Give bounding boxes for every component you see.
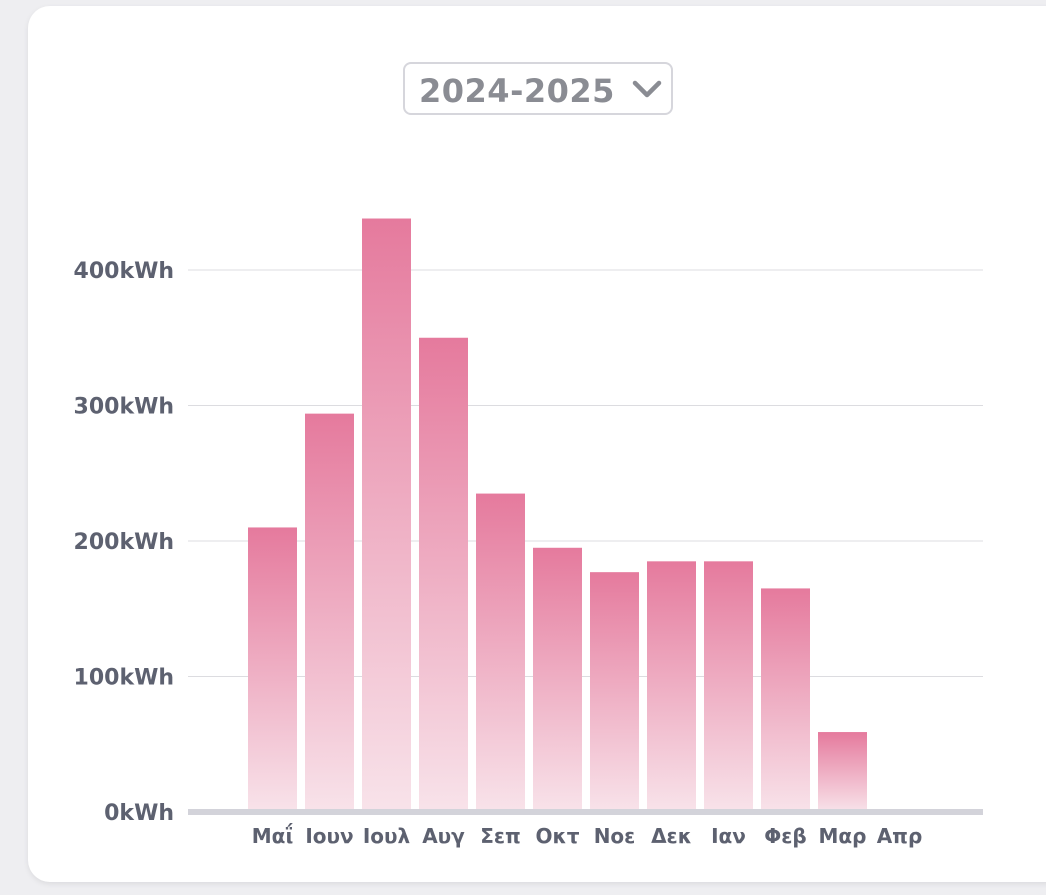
y-tick-label: 0kWh bbox=[104, 801, 174, 826]
bar-7[interactable] bbox=[590, 572, 639, 812]
year-dropdown-value: 2024-2025 bbox=[419, 72, 615, 110]
x-tick-label: Φεβ bbox=[764, 824, 806, 848]
bar-9[interactable] bbox=[704, 561, 753, 812]
x-tick-label: Μαΐ bbox=[252, 823, 294, 848]
x-tick-label: Σεπ bbox=[480, 824, 521, 848]
bar-11[interactable] bbox=[818, 732, 867, 812]
bar-1[interactable] bbox=[248, 527, 297, 812]
y-tick-label: 400kWh bbox=[74, 259, 174, 284]
x-tick-label: Ιουν bbox=[305, 824, 353, 848]
bar-5[interactable] bbox=[476, 493, 525, 812]
bar-10[interactable] bbox=[761, 588, 810, 812]
x-tick-label: Δεκ bbox=[651, 824, 692, 848]
x-tick-label: Αυγ bbox=[422, 824, 465, 848]
bar-4[interactable] bbox=[419, 337, 468, 812]
x-tick-label: Μαρ bbox=[819, 824, 867, 848]
y-tick-label: 100kWh bbox=[74, 666, 174, 691]
x-tick-label: Οκτ bbox=[536, 824, 580, 848]
y-tick-label: 300kWh bbox=[74, 395, 174, 420]
bar-3[interactable] bbox=[362, 218, 411, 812]
x-tick-label: Ιαν bbox=[711, 824, 746, 848]
chevron-down-icon bbox=[632, 80, 662, 98]
x-tick-label: Νοε bbox=[594, 824, 636, 848]
bar-8[interactable] bbox=[647, 561, 696, 812]
bar-2[interactable] bbox=[305, 413, 354, 812]
bar-6[interactable] bbox=[533, 547, 582, 812]
year-dropdown[interactable]: 2024-2025 bbox=[403, 62, 673, 115]
x-tick-label: Ιουλ bbox=[363, 824, 411, 848]
x-tick-label: Απρ bbox=[877, 824, 923, 848]
x-axis-baseline bbox=[188, 809, 983, 815]
y-tick-label: 200kWh bbox=[74, 530, 174, 555]
